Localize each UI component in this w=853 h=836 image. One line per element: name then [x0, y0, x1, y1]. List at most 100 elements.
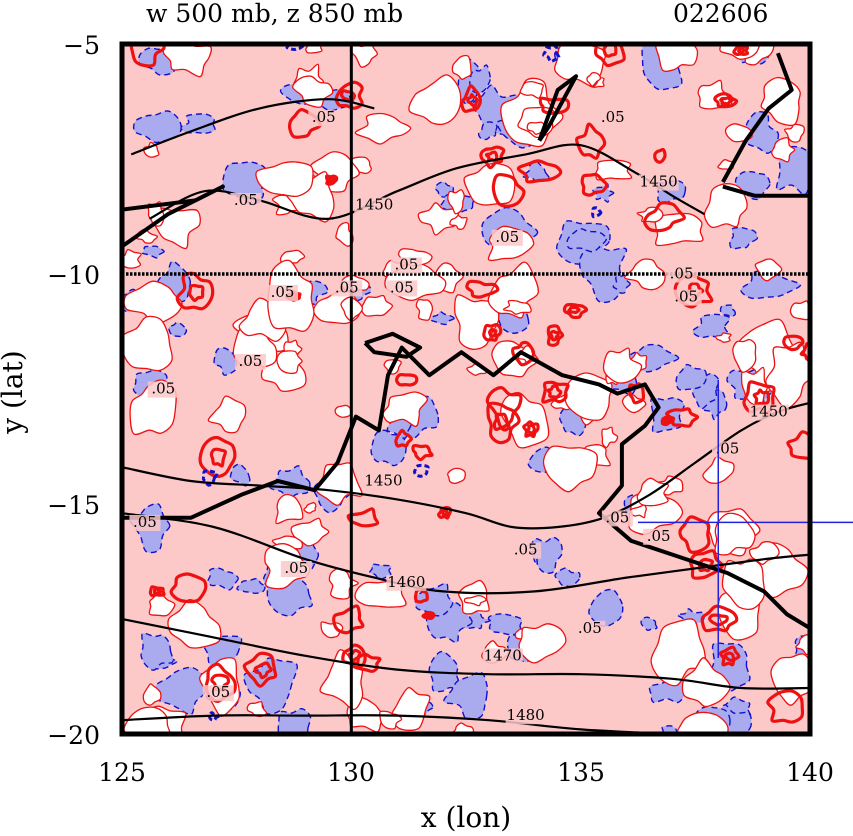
- w-negative-region: [140, 632, 174, 671]
- w-strong-positive-contour: [732, 44, 750, 57]
- contour-value-label: 1470: [484, 646, 522, 664]
- w-clear-region: [451, 54, 472, 80]
- contour-value-label: .05: [271, 283, 295, 301]
- coastline: [722, 184, 810, 198]
- contour-label-backdrop: [643, 528, 675, 545]
- contour-value-label: .05: [514, 541, 538, 559]
- w-clear-region: [715, 332, 732, 343]
- w-clear-region: [334, 404, 352, 418]
- contour-label-backdrop: [386, 280, 418, 297]
- w-strong-negative-contour: [591, 206, 603, 219]
- w-strong-positive-contour: [413, 587, 429, 604]
- w-strong-positive-contour: [485, 386, 523, 429]
- w-clear-region: [703, 183, 748, 229]
- w-clear-region: [681, 657, 731, 708]
- w-clear-region: [454, 294, 500, 351]
- contour-value-label: .05: [238, 352, 262, 370]
- w-clear-region: [276, 350, 303, 375]
- w-strong-positive-contour: [782, 334, 805, 352]
- w-clear-region: [290, 517, 330, 547]
- contour-label-backdrop: [748, 404, 789, 421]
- w-strong-positive-contour: [129, 44, 166, 68]
- y-tick-label: −20: [47, 721, 100, 750]
- coastline: [537, 74, 579, 142]
- contour-label-backdrop: [267, 285, 299, 301]
- contour-value-label: 1450: [640, 173, 678, 191]
- w-clear-region: [463, 594, 487, 607]
- w-strong-positive-contour: [723, 651, 735, 663]
- w-negative-region: [640, 616, 658, 632]
- w-clear-region: [360, 294, 394, 317]
- contour-label-backdrop: [505, 708, 546, 725]
- w-strong-positive-contour: [440, 508, 450, 517]
- w-strong-positive-contour: [466, 93, 479, 108]
- contour-value-label: .05: [312, 108, 336, 126]
- contour-label-backdrop: [147, 381, 179, 398]
- w-strong-positive-contour: [411, 443, 434, 462]
- w-clear-region: [732, 338, 757, 373]
- contour-label-backdrop: [638, 174, 679, 191]
- w-strong-positive-contour: [175, 271, 215, 311]
- w-negative-region: [277, 707, 312, 734]
- w-strong-positive-contour: [511, 340, 536, 367]
- w-strong-positive-contour: [242, 651, 278, 688]
- contour-label-backdrop: [711, 441, 743, 458]
- w-strong-positive-contour: [602, 44, 618, 58]
- contour-value-labels: .05 1450 .05 .05 1450 .05 .05 .05 .05 .05 .05 .05 .0…: [129, 108, 789, 725]
- w-strong-positive-contour: [346, 507, 380, 528]
- coastline: [363, 331, 423, 359]
- x-tick-label: 140: [786, 758, 834, 787]
- contour-value-label: .05: [495, 228, 519, 246]
- w-negative-region: [477, 121, 498, 141]
- contour-label-backdrop: [280, 561, 312, 577]
- contour-value-label: .05: [605, 508, 629, 526]
- w-strong-positive-contour: [341, 643, 367, 669]
- w-clear-region: [122, 248, 142, 269]
- w-strong-positive-contour: [575, 122, 607, 160]
- contour-label-backdrop: [308, 110, 340, 127]
- contour-label-backdrop: [670, 289, 702, 306]
- w-strong-positive-contour: [253, 661, 273, 680]
- w-negative-region: [213, 347, 238, 376]
- w-negative-region: [430, 310, 455, 326]
- y-axis: −5 −10 −15 −20 y (lat): [0, 31, 100, 750]
- w-clear-region: [148, 591, 176, 617]
- x-axis: 125 130 135 140 x (lon): [98, 758, 834, 834]
- w-clear-region: [519, 80, 544, 99]
- w-clear-region: [449, 214, 468, 230]
- w-strong-positive-contour: [347, 648, 362, 666]
- w-strong-positive-contour: [713, 92, 739, 109]
- contour-label-backdrop: [390, 257, 422, 274]
- w-clear-region: [502, 299, 532, 315]
- w-strong-positive-contour: [688, 549, 724, 580]
- w-clear-region: [500, 392, 550, 449]
- w-strong-positive-contour: [516, 159, 563, 184]
- x-tick-label: 125: [98, 758, 146, 787]
- w-strong-positive-contour: [766, 689, 805, 724]
- w-clear-region: [721, 558, 766, 611]
- w-strong-positive-contour: [548, 329, 560, 342]
- contour-label-backdrop: [129, 515, 161, 531]
- w-strong-positive-contour: [719, 96, 733, 107]
- w-negative-region: [734, 170, 771, 201]
- w-strong-positive-contour: [665, 407, 700, 428]
- w-negative-region: [168, 321, 188, 338]
- w-strong-positive-contour: [152, 587, 162, 595]
- w-strong-positive-contour: [700, 604, 739, 633]
- w-clear-region: [408, 74, 462, 126]
- w-strong-positive-contour: [424, 612, 434, 618]
- plot-area: .05 1450 .05 .05 1450 .05 .05 .05 .05 .05 .05 .05 .0…: [122, 44, 810, 734]
- w-clear-region: [783, 123, 805, 143]
- w-clear-region: [303, 502, 317, 514]
- w-strong-positive-contour: [562, 302, 589, 320]
- w-clear-region: [650, 618, 707, 687]
- w-strong-positive-contour: [642, 201, 686, 233]
- w-clear-region: [602, 347, 643, 384]
- height-contour-line: [122, 512, 810, 595]
- contour-label-backdrop: [234, 354, 266, 370]
- y-tick-label: −10: [47, 261, 100, 290]
- w-negative-region: [691, 313, 731, 339]
- contour-value-label: .05: [234, 191, 258, 209]
- w-strong-positive-contour: [479, 145, 506, 170]
